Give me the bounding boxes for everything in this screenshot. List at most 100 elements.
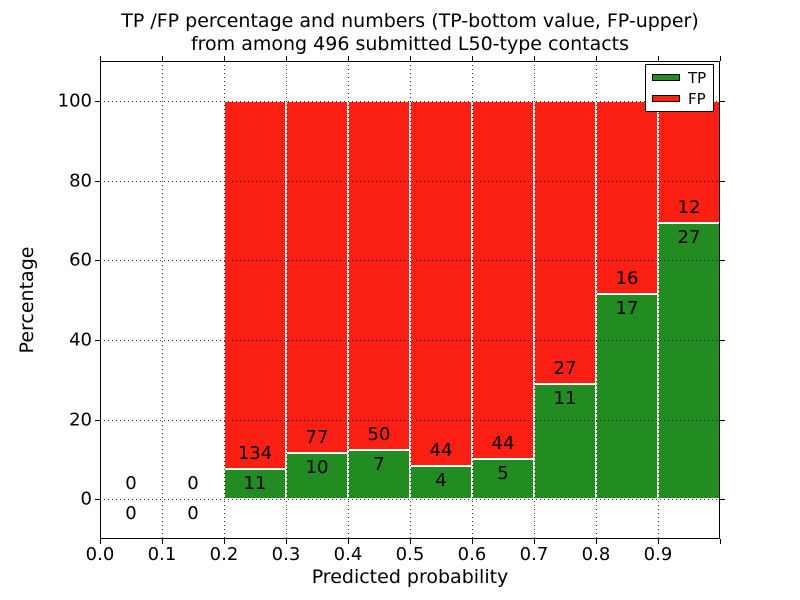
gridline-vertical (658, 61, 659, 539)
x-tick-label: 0.9 (643, 544, 673, 565)
fp-count-label: 27 (553, 357, 577, 379)
tp-count-label: 10 (305, 457, 329, 479)
tp-count-label: 27 (677, 227, 701, 249)
legend: TP FP (645, 64, 714, 112)
x-tick-mark-top (224, 56, 225, 61)
x-tick-mark-top (162, 56, 163, 61)
bar-tp-segment (224, 468, 286, 500)
y-tick-label: 20 (69, 409, 92, 430)
gridline-vertical (410, 61, 411, 539)
bar-tp-segment (596, 293, 658, 500)
tp-count-label: 11 (553, 387, 577, 409)
x-axis-label: Predicted probability (311, 566, 509, 588)
gridline-vertical (596, 61, 597, 539)
fp-count-label: 50 (367, 424, 391, 446)
x-tick-mark (534, 539, 535, 544)
y-tick-mark-right (720, 419, 725, 421)
x-tick-label: 0.5 (395, 544, 425, 565)
y-tick-label: 100 (57, 90, 92, 112)
gridline-vertical (224, 61, 225, 539)
x-tick-mark (596, 539, 597, 544)
x-tick-mark (410, 539, 411, 544)
x-tick-mark-top (658, 56, 659, 61)
tp-count-label: 7 (373, 454, 385, 476)
bar-fp-segment (410, 100, 472, 466)
gridline-vertical (348, 61, 349, 539)
y-tick-mark (95, 419, 100, 421)
y-tick-label: 80 (69, 170, 92, 191)
tp-count-label: 0 (125, 503, 137, 525)
tp-count-label: 17 (615, 297, 639, 319)
x-tick-mark (162, 539, 163, 544)
bar-tp-segment (348, 450, 410, 500)
x-tick-mark (472, 539, 473, 544)
y-tick-label: 0 (80, 488, 92, 510)
x-tick-label: 0.1 (147, 544, 177, 565)
bar-tp-segment (410, 465, 472, 500)
y-tick-mark (95, 499, 100, 501)
x-tick-label: 0.3 (271, 544, 301, 565)
x-tick-mark-top (596, 56, 597, 61)
x-tick-mark (658, 539, 659, 544)
fp-count-label: 16 (615, 267, 639, 289)
bar-tp-segment (658, 223, 720, 500)
y-tick-mark-right (720, 100, 725, 102)
x-tick-mark-top (472, 56, 473, 61)
y-tick-mark-right (720, 499, 725, 501)
x-tick-mark-top (720, 56, 721, 61)
x-tick-mark (224, 539, 225, 544)
gridline-vertical (472, 61, 473, 539)
y-tick-mark (95, 100, 100, 102)
fp-count-label: 0 (125, 473, 137, 495)
tp-count-label: 11 (243, 472, 267, 494)
tp-count-label: 0 (187, 503, 199, 525)
x-tick-label: 0.7 (519, 544, 549, 565)
legend-label-tp: TP (688, 68, 707, 87)
y-tick-mark (95, 339, 100, 341)
fp-count-label: 77 (305, 427, 329, 449)
y-tick-label: 40 (69, 329, 92, 351)
y-tick-label: 60 (69, 249, 92, 271)
chart-title-line2: from among 496 submitted L50-type contac… (190, 33, 630, 55)
y-tick-mark-right (720, 180, 725, 182)
bar-fp-segment (596, 100, 658, 294)
gridline-vertical (286, 61, 287, 539)
x-tick-mark-top (100, 56, 101, 61)
bar-fp-segment (472, 100, 534, 459)
legend-swatch-tp (652, 74, 680, 81)
y-tick-mark (95, 180, 100, 182)
chart-title: TP /FP percentage and numbers (TP-bottom… (100, 10, 720, 56)
y-tick-mark-right (720, 339, 725, 341)
x-tick-mark-top (348, 56, 349, 61)
legend-item-fp: FP (652, 91, 707, 107)
fp-count-label: 0 (187, 473, 199, 495)
fp-count-label: 44 (491, 432, 515, 454)
x-tick-mark (348, 539, 349, 544)
bar-tp-segment (534, 383, 596, 500)
y-axis-label: Percentage (16, 246, 38, 354)
x-tick-label: 0.6 (457, 544, 487, 565)
x-tick-label: 0.4 (333, 544, 363, 565)
bar-fp-segment (348, 100, 410, 451)
x-tick-label: 0.2 (209, 544, 239, 565)
bar-tp-segment (286, 453, 348, 500)
tp-count-label: 5 (497, 462, 509, 484)
x-tick-label: 0.0 (85, 544, 115, 565)
x-tick-label: 0.8 (581, 544, 611, 565)
y-tick-mark-right (720, 260, 725, 262)
tp-count-label: 4 (435, 469, 447, 491)
chart-title-line1: TP /FP percentage and numbers (TP-bottom… (121, 10, 699, 32)
gridline-vertical (534, 61, 535, 539)
bar-fp-segment (224, 100, 286, 469)
fp-count-label: 134 (237, 442, 273, 464)
legend-swatch-fp (652, 95, 680, 102)
bar-fp-segment (286, 100, 348, 454)
x-tick-mark (720, 539, 721, 544)
legend-item-tp: TP (652, 70, 707, 86)
x-tick-mark-top (534, 56, 535, 61)
x-tick-mark-top (286, 56, 287, 61)
fp-count-label: 12 (677, 197, 701, 219)
legend-label-fp: FP (688, 89, 706, 108)
x-tick-mark (286, 539, 287, 544)
x-tick-mark-top (410, 56, 411, 61)
